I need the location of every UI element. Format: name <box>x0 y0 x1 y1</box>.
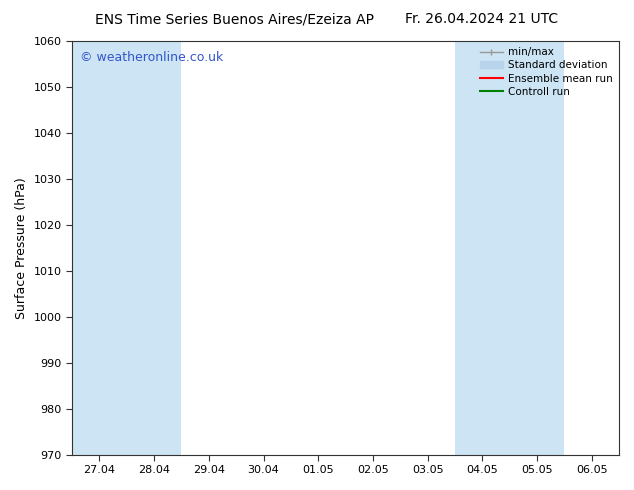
Bar <box>72 41 181 455</box>
Y-axis label: Surface Pressure (hPa): Surface Pressure (hPa) <box>15 177 28 318</box>
Text: © weatheronline.co.uk: © weatheronline.co.uk <box>81 51 224 64</box>
Legend: min/max, Standard deviation, Ensemble mean run, Controll run: min/max, Standard deviation, Ensemble me… <box>476 43 617 101</box>
Text: Fr. 26.04.2024 21 UTC: Fr. 26.04.2024 21 UTC <box>405 12 559 26</box>
Bar <box>455 41 564 455</box>
Text: ENS Time Series Buenos Aires/Ezeiza AP: ENS Time Series Buenos Aires/Ezeiza AP <box>95 12 374 26</box>
